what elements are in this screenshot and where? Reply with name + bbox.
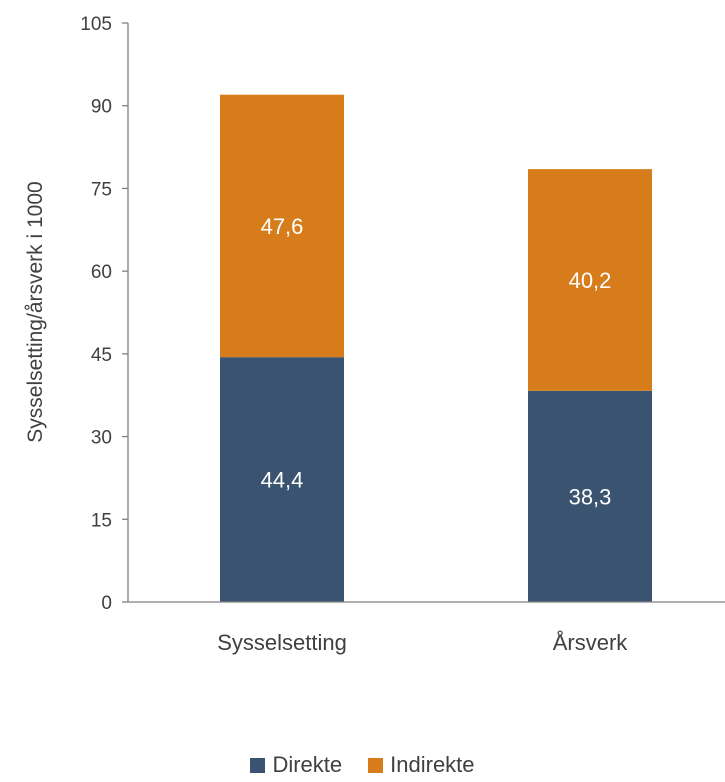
y-tick-label: 45	[91, 345, 112, 366]
data-label: 44,4	[261, 468, 304, 493]
x-category-label: Årsverk	[553, 630, 629, 655]
y-tick-label: 105	[80, 14, 112, 35]
legend-label-indirekte: Indirekte	[390, 752, 474, 778]
data-label: 40,2	[569, 268, 612, 293]
legend-swatch-direkte	[250, 758, 265, 773]
stacked-bar-chart: 0 15 30 45 60 75 90 105 44,4 47,6 38,3 40,2 Syssel…	[0, 0, 725, 740]
y-axis: 0 15 30 45 60 75 90 105	[80, 14, 128, 614]
legend-item-indirekte: Indirekte	[368, 752, 474, 778]
y-tick-label: 0	[101, 593, 112, 614]
data-label: 38,3	[569, 484, 612, 509]
bars: 44,4 47,6 38,3 40,2	[220, 95, 652, 602]
legend-label-direkte: Direkte	[272, 752, 342, 778]
y-axis-title: Sysselsetting/årsverk i 1000	[24, 181, 47, 442]
y-tick-label: 60	[91, 262, 112, 283]
y-tick-label: 15	[91, 510, 112, 531]
y-tick-label: 30	[91, 428, 112, 449]
legend-swatch-indirekte	[368, 758, 383, 773]
x-axis: Sysselsetting Årsverk	[128, 602, 725, 655]
x-category-label: Sysselsetting	[217, 630, 347, 655]
legend-item-direkte: Direkte	[250, 752, 342, 778]
data-label: 47,6	[261, 214, 304, 239]
y-tick-label: 90	[91, 97, 112, 118]
y-tick-label: 75	[91, 179, 112, 200]
legend: Direkte Indirekte	[0, 752, 725, 778]
